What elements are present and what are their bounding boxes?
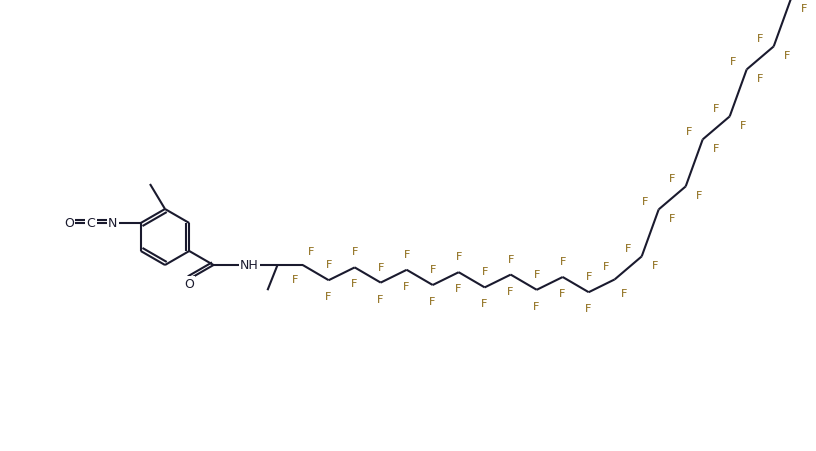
Text: F: F xyxy=(740,121,747,131)
Text: NH: NH xyxy=(240,259,259,272)
Text: F: F xyxy=(713,143,720,154)
Text: F: F xyxy=(291,274,298,284)
Text: F: F xyxy=(625,244,632,253)
Text: N: N xyxy=(108,217,118,230)
Text: F: F xyxy=(507,286,513,296)
Text: F: F xyxy=(730,57,736,67)
Text: F: F xyxy=(559,288,565,298)
Text: F: F xyxy=(784,51,791,61)
Text: F: F xyxy=(533,301,539,311)
Text: F: F xyxy=(377,294,384,304)
Text: F: F xyxy=(403,281,409,291)
Text: F: F xyxy=(326,260,333,270)
Text: F: F xyxy=(379,262,384,272)
Text: F: F xyxy=(757,74,764,84)
Text: F: F xyxy=(652,260,659,270)
Text: F: F xyxy=(351,279,357,289)
Text: F: F xyxy=(455,284,461,294)
Text: F: F xyxy=(602,262,609,272)
Text: F: F xyxy=(534,269,541,279)
Text: F: F xyxy=(757,34,763,44)
Text: F: F xyxy=(428,296,435,306)
Text: F: F xyxy=(508,254,515,264)
Text: F: F xyxy=(713,104,720,114)
Text: F: F xyxy=(430,264,437,274)
Text: C: C xyxy=(86,217,95,230)
Text: F: F xyxy=(669,174,676,184)
Text: F: F xyxy=(669,213,676,223)
Text: F: F xyxy=(801,4,807,14)
Text: F: F xyxy=(696,190,703,201)
Text: F: F xyxy=(325,291,331,302)
Text: O: O xyxy=(64,217,73,230)
Text: F: F xyxy=(585,304,591,313)
Text: F: F xyxy=(561,257,566,267)
Text: F: F xyxy=(308,247,314,257)
Text: F: F xyxy=(620,288,627,298)
Text: F: F xyxy=(353,247,358,257)
Text: F: F xyxy=(456,252,463,262)
Text: F: F xyxy=(586,272,592,281)
Text: F: F xyxy=(642,197,649,207)
Text: F: F xyxy=(404,249,410,259)
Text: F: F xyxy=(686,127,692,137)
Text: F: F xyxy=(481,299,487,308)
Text: F: F xyxy=(482,267,489,277)
Text: O: O xyxy=(184,278,194,291)
